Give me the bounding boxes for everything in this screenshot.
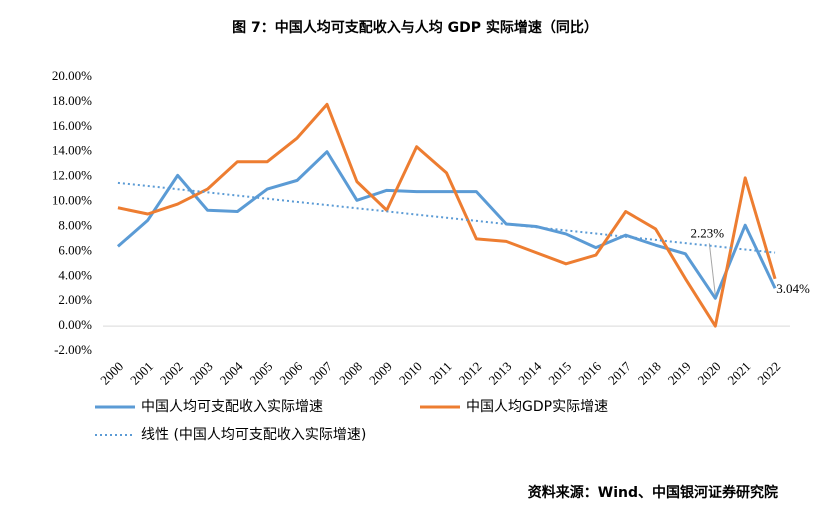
y-tick-label: 16.00% bbox=[52, 118, 92, 133]
x-tick-label: 2010 bbox=[396, 359, 425, 388]
x-tick-label: 2013 bbox=[485, 359, 514, 388]
y-tick-label: 20.00% bbox=[52, 68, 92, 83]
x-tick-label: 2021 bbox=[724, 359, 753, 388]
legend-label: 中国人均可支配收入实际增速 bbox=[141, 399, 323, 415]
leader-line bbox=[708, 243, 716, 296]
x-tick-label: 2008 bbox=[336, 359, 365, 388]
y-tick-label: 18.00% bbox=[52, 93, 92, 108]
x-tick-label: 2006 bbox=[276, 358, 305, 387]
y-tick-label: 0.00% bbox=[58, 317, 92, 332]
y-tick-label: 10.00% bbox=[52, 193, 92, 208]
series-line bbox=[117, 102, 777, 328]
x-tick-label: 2002 bbox=[157, 359, 186, 388]
data-label: 3.04% bbox=[776, 281, 810, 296]
x-tick-label: 2005 bbox=[247, 359, 276, 388]
x-tick-label: 2017 bbox=[605, 358, 634, 387]
y-tick-label: -2.00% bbox=[54, 342, 92, 357]
x-tick-label: 2000 bbox=[97, 359, 126, 388]
x-tick-label: 2019 bbox=[665, 359, 694, 388]
x-tick-label: 2012 bbox=[456, 359, 485, 388]
legend-label: 中国人均GDP实际增速 bbox=[466, 399, 608, 415]
x-tick-label: 2014 bbox=[515, 358, 544, 387]
y-tick-label: 14.00% bbox=[52, 143, 92, 158]
x-tick-label: 2004 bbox=[217, 358, 246, 387]
x-tick-label: 2016 bbox=[575, 358, 604, 387]
x-tick-label: 2003 bbox=[187, 359, 216, 388]
x-tick-label: 2022 bbox=[754, 359, 783, 388]
x-tick-label: 2011 bbox=[426, 359, 455, 388]
y-tick-label: 12.00% bbox=[52, 168, 92, 183]
x-tick-label: 2009 bbox=[366, 359, 395, 388]
x-tick-label: 2007 bbox=[306, 358, 335, 387]
y-tick-label: 4.00% bbox=[58, 267, 92, 282]
legend-label: 线性 (中国人均可支配收入实际增速) bbox=[141, 427, 366, 443]
chart-title: 图 7：中国人均可支配收入与人均 GDP 实际增速（同比） bbox=[232, 19, 598, 36]
y-tick-label: 2.00% bbox=[58, 292, 92, 307]
x-tick-label: 2020 bbox=[695, 359, 724, 388]
data-label: 2.23% bbox=[691, 225, 725, 240]
x-tick-label: 2001 bbox=[127, 359, 156, 388]
x-tick-label: 2015 bbox=[545, 359, 574, 388]
y-tick-label: 8.00% bbox=[58, 217, 92, 232]
y-tick-label: 6.00% bbox=[58, 242, 92, 257]
x-tick-label: 2018 bbox=[635, 359, 664, 388]
trend-line bbox=[117, 181, 776, 254]
source-note: 资料来源：Wind、中国银河证券研究院 bbox=[528, 484, 778, 501]
